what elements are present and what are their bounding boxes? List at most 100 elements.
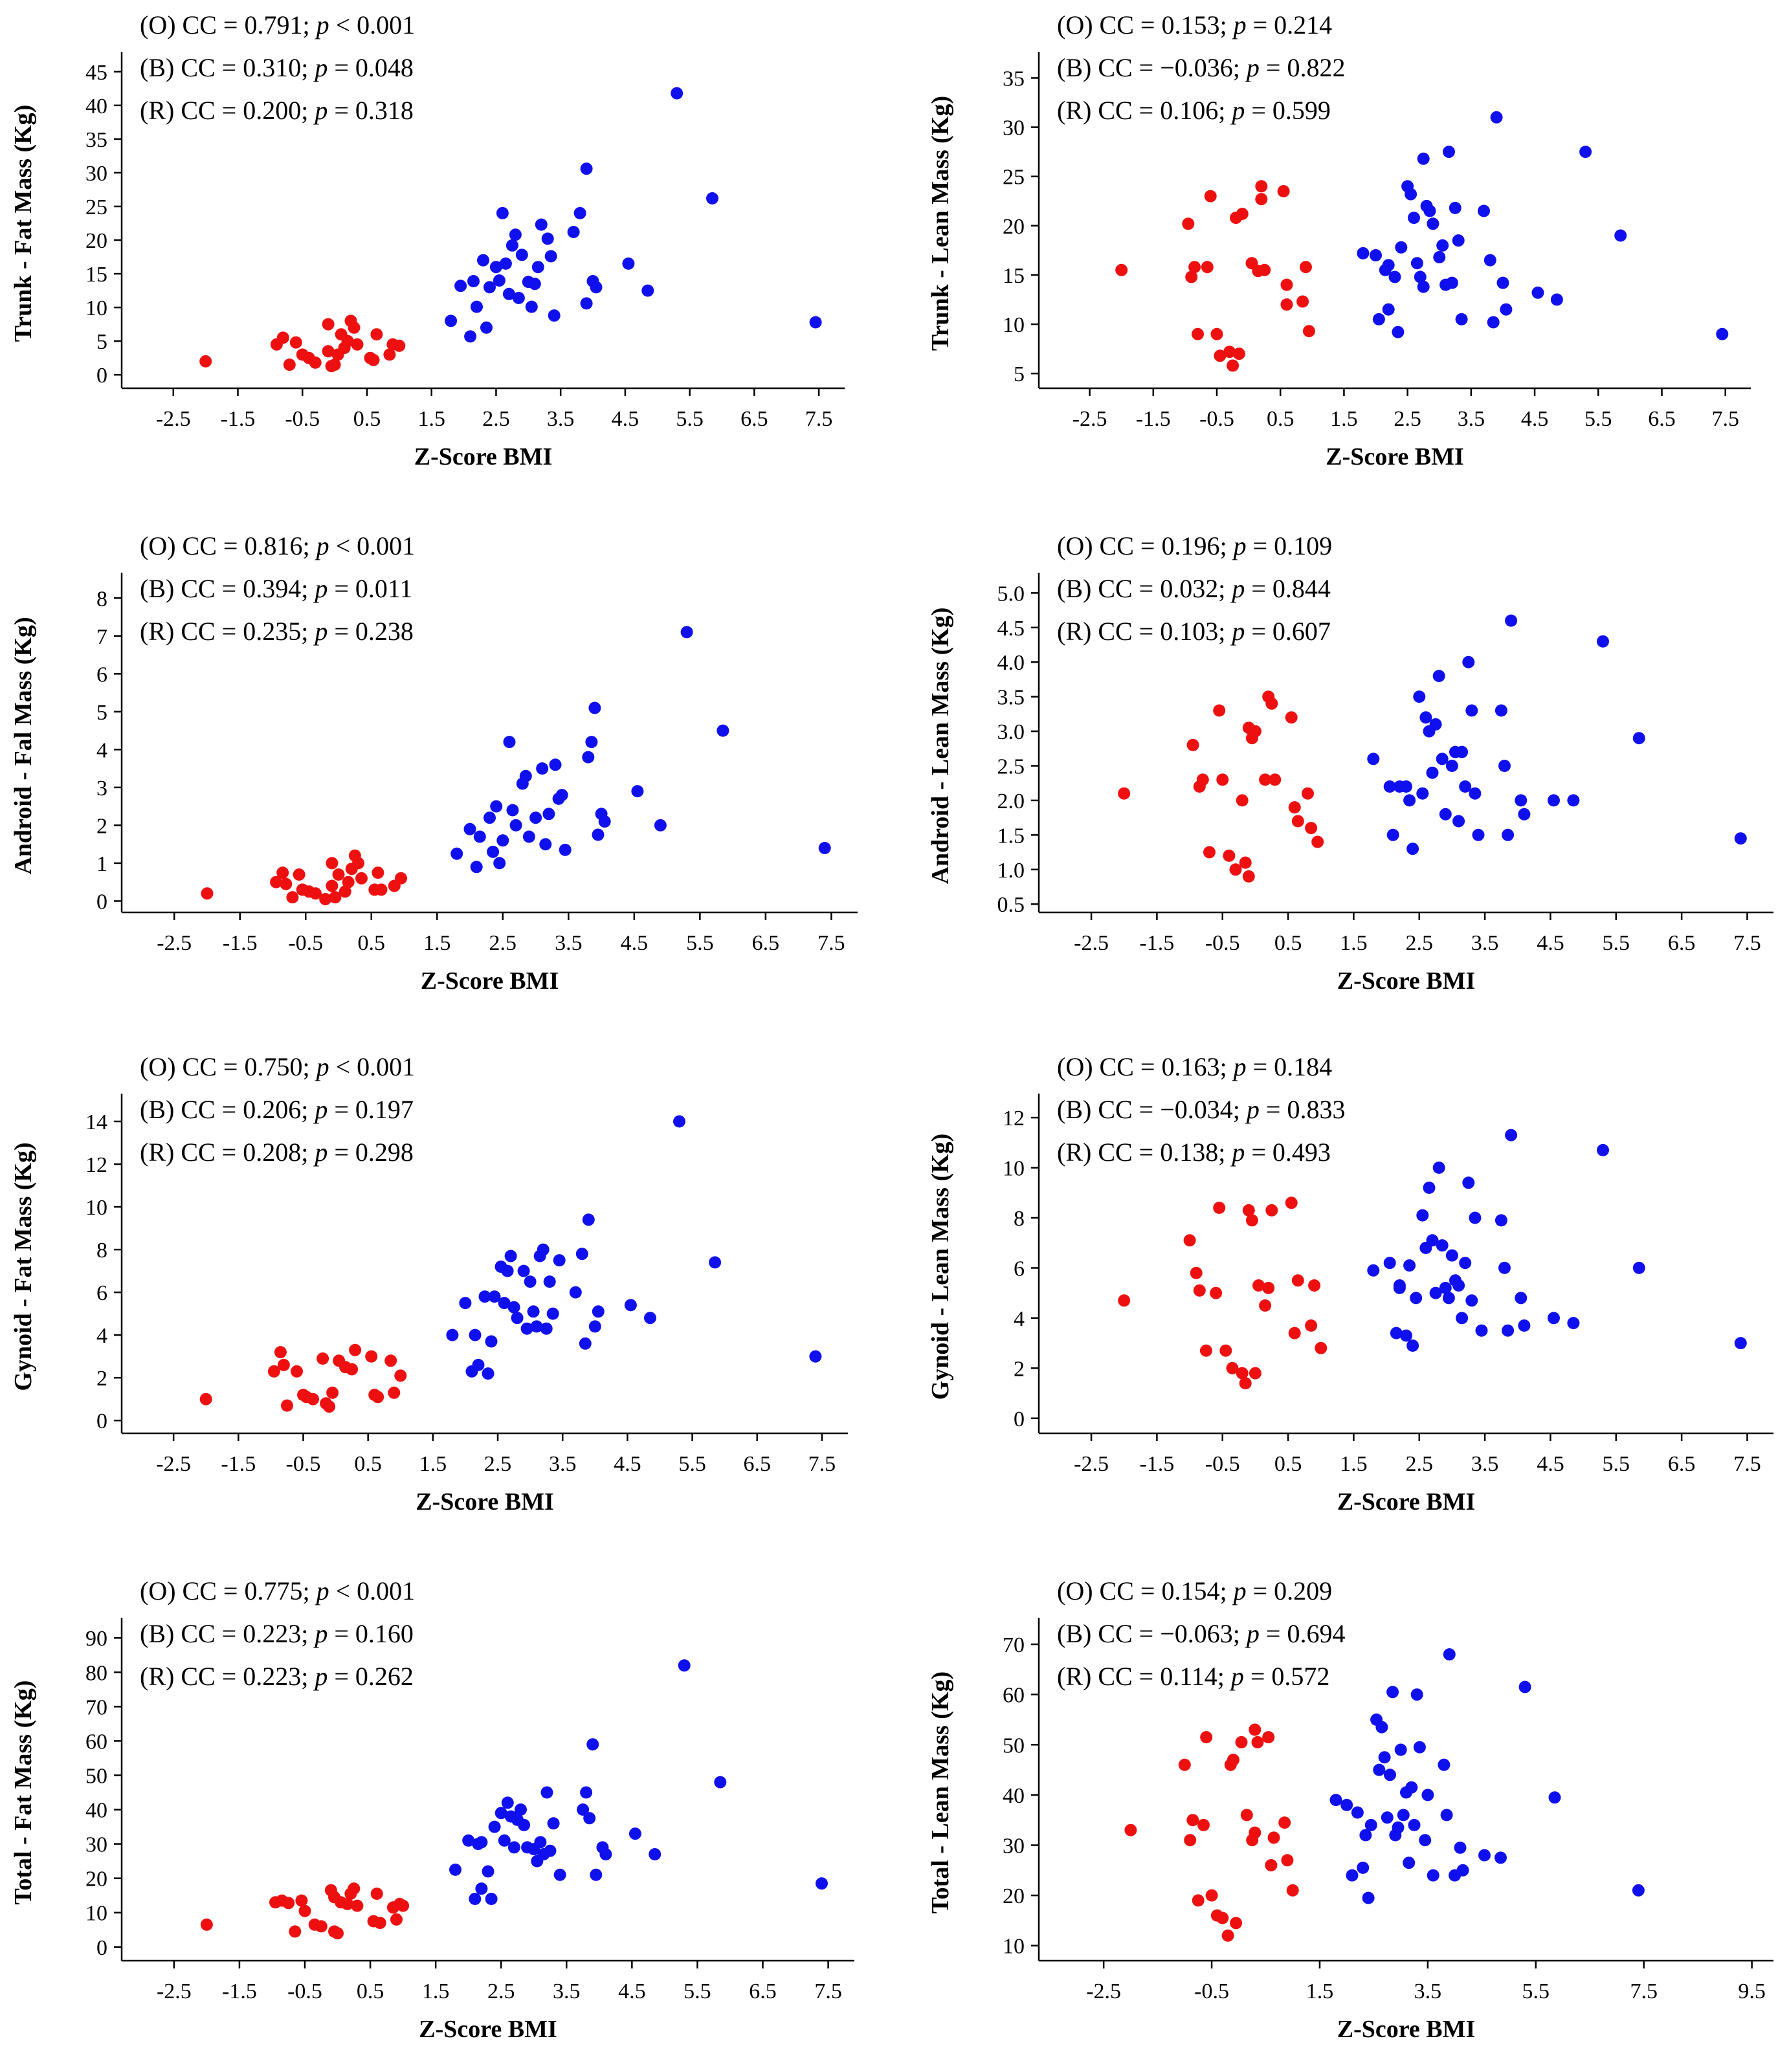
- data-point-blue: [540, 1786, 553, 1799]
- data-point-blue: [534, 1836, 547, 1849]
- data-point-blue: [1548, 794, 1560, 807]
- x-tick-label: 5.5: [683, 1979, 711, 2003]
- x-tick-label: 3.5: [553, 1979, 581, 2003]
- data-point-blue: [540, 1322, 553, 1335]
- data-point-blue: [1403, 1259, 1416, 1272]
- x-tick-label: 3.5: [1414, 1979, 1442, 2003]
- data-point-red: [1252, 1279, 1265, 1292]
- data-point-blue: [1423, 1182, 1436, 1194]
- data-point-red: [1192, 1894, 1205, 1907]
- data-point-blue: [473, 830, 486, 843]
- data-point-blue: [678, 1659, 691, 1672]
- data-point-blue: [1373, 1763, 1386, 1776]
- data-point-red: [291, 1365, 303, 1378]
- x-tick-label: -1.5: [1139, 931, 1174, 955]
- data-point-blue: [1462, 1176, 1475, 1189]
- correlation-annotation: (O) CC = 0.163; p = 0.184: [1057, 1052, 1332, 1081]
- data-point-blue: [509, 228, 522, 241]
- data-point-blue: [1495, 1214, 1507, 1227]
- x-tick-label: 7.5: [1733, 931, 1761, 955]
- data-point-blue: [588, 701, 601, 714]
- data-point-blue: [1469, 1211, 1482, 1224]
- x-tick-label: 1.5: [419, 1452, 447, 1476]
- y-tick-label: 4: [1014, 1307, 1025, 1331]
- y-tick-label: 45: [85, 61, 107, 85]
- data-point-red: [1259, 773, 1272, 786]
- data-point-red: [1255, 193, 1268, 206]
- data-point-blue: [493, 857, 506, 870]
- y-tick-label: 4.5: [997, 617, 1025, 641]
- data-point-blue: [1414, 270, 1427, 283]
- data-point-blue: [569, 1286, 582, 1299]
- y-tick-label: 40: [85, 94, 107, 118]
- data-point-blue: [527, 1305, 540, 1318]
- data-point-red: [1265, 697, 1278, 710]
- data-point-blue: [1426, 766, 1439, 779]
- x-tick-label: 4.5: [621, 931, 649, 955]
- data-point-red: [1259, 1299, 1272, 1312]
- data-point-blue: [1429, 718, 1442, 731]
- data-point-red: [395, 872, 407, 885]
- data-point-blue: [1436, 1239, 1449, 1252]
- data-point-blue: [1456, 745, 1469, 758]
- data-point-blue: [1487, 316, 1500, 329]
- y-tick-label: 4: [96, 738, 107, 762]
- data-point-red: [1236, 208, 1249, 220]
- data-point-blue: [649, 1848, 661, 1860]
- data-point-red: [328, 1891, 340, 1904]
- data-point-red: [1311, 835, 1324, 848]
- data-point-blue: [469, 1328, 482, 1341]
- data-point-blue: [553, 1868, 566, 1881]
- data-point-blue: [580, 297, 593, 310]
- y-tick-label: 70: [1003, 1633, 1025, 1657]
- data-point-blue: [1478, 1849, 1491, 1862]
- x-tick-label: 4.5: [612, 407, 639, 431]
- correlation-annotation: (R) CC = 0.106; p = 0.599: [1057, 96, 1331, 125]
- correlation-annotation: (O) CC = 0.775; p < 0.001: [140, 1576, 415, 1605]
- data-point-blue: [673, 1115, 685, 1128]
- data-point-blue: [501, 1264, 514, 1277]
- data-point-blue: [471, 300, 483, 313]
- correlation-annotation: (B) CC = 0.394; p = 0.011: [140, 574, 412, 603]
- data-point-red: [1178, 1758, 1191, 1771]
- data-point-blue: [485, 1335, 498, 1348]
- y-axis-title: Gynoid - Lean Mass (Kg): [927, 1134, 954, 1400]
- data-point-red: [1288, 801, 1301, 814]
- data-point-red: [1118, 787, 1131, 800]
- y-tick-label: 30: [1003, 116, 1025, 140]
- data-point-red: [341, 335, 354, 347]
- data-point-red: [1249, 1367, 1261, 1380]
- x-tick-label: -2.5: [156, 407, 191, 431]
- x-tick-label: -0.5: [286, 1452, 321, 1476]
- data-point-red: [280, 877, 293, 890]
- data-point-red: [1223, 849, 1236, 862]
- data-point-blue: [1392, 325, 1405, 338]
- correlation-annotation: (O) CC = 0.154; p = 0.209: [1057, 1576, 1332, 1605]
- x-tick-label: 6.5: [752, 931, 780, 955]
- data-point-blue: [1419, 1834, 1432, 1847]
- data-point-blue: [1359, 1829, 1372, 1842]
- data-point-red: [370, 328, 383, 341]
- x-tick-label: -0.5: [1205, 931, 1240, 955]
- data-point-blue: [1597, 635, 1609, 648]
- data-point-red: [1239, 856, 1252, 869]
- x-tick-label: 3.5: [1471, 1452, 1499, 1476]
- data-point-blue: [1421, 1789, 1434, 1802]
- data-point-red: [281, 1399, 293, 1412]
- data-point-red: [1190, 1266, 1203, 1279]
- data-point-blue: [546, 1307, 559, 1320]
- data-point-blue: [1433, 251, 1446, 263]
- data-point-blue: [1518, 1319, 1531, 1332]
- data-point-blue: [1445, 276, 1458, 289]
- data-point-blue: [1459, 780, 1472, 793]
- x-tick-label: 1.5: [417, 407, 445, 431]
- data-point-red: [1278, 1816, 1291, 1829]
- data-point-blue: [1439, 1281, 1452, 1294]
- data-point-red: [300, 1391, 313, 1404]
- x-tick-label: 5.5: [1603, 931, 1630, 955]
- x-tick-label: 6.5: [744, 1452, 772, 1476]
- data-point-blue: [531, 261, 544, 274]
- data-point-blue: [502, 287, 515, 300]
- data-point-red: [1255, 180, 1268, 193]
- data-point-blue: [1449, 201, 1461, 214]
